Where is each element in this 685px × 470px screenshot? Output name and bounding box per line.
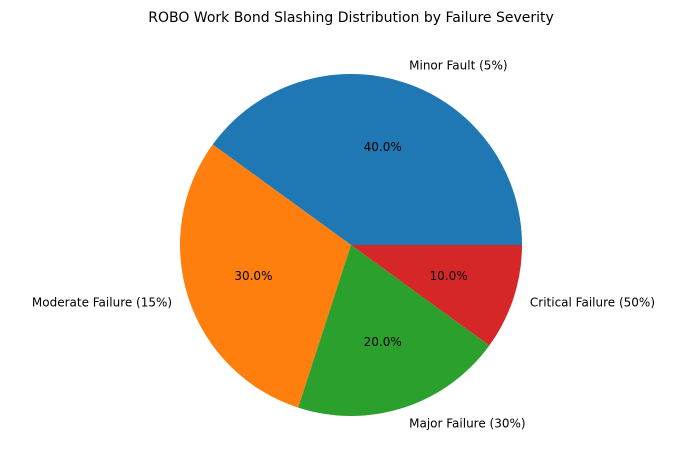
- slice-label: Minor Fault (5%): [409, 59, 507, 73]
- pie-slice: [180, 144, 351, 408]
- slice-label: Critical Failure (50%): [530, 296, 655, 310]
- pie-slice: [212, 74, 523, 245]
- value-label: 20.0%: [364, 335, 402, 349]
- pie-slice: [298, 245, 490, 417]
- pie-slice: [351, 245, 522, 346]
- value-label: 10.0%: [430, 269, 468, 283]
- slice-label: Moderate Failure (15%): [32, 296, 172, 310]
- slice-label: Major Failure (30%): [409, 416, 525, 430]
- value-label: 40.0%: [364, 140, 402, 154]
- chart-title: ROBO Work Bond Slashing Distribution by …: [148, 10, 554, 26]
- value-label: 30.0%: [234, 269, 272, 283]
